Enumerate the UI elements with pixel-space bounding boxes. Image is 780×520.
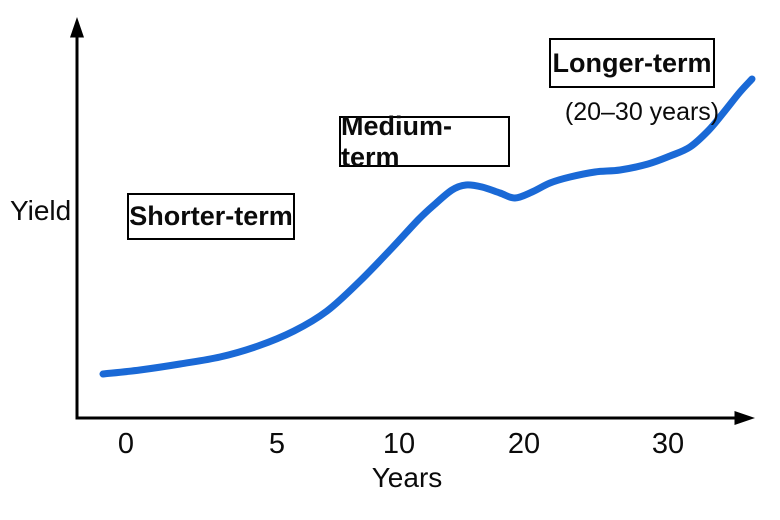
x-tick-label: 30 xyxy=(651,428,685,460)
x-tick-label: 5 xyxy=(268,428,286,460)
x-axis-label: Years xyxy=(371,462,443,493)
annotation-shorter-term: Shorter-term xyxy=(127,193,295,240)
annotation-shorter-term-label: Shorter-term xyxy=(129,201,293,231)
annotation-longer-term: Longer-term xyxy=(549,38,715,88)
annotation-longer-term-label: Longer-term xyxy=(552,47,712,78)
annotation-medium-term: Medium-term xyxy=(339,111,510,172)
x-tick-label: 0 xyxy=(117,428,135,460)
y-axis-arrowhead-icon xyxy=(70,17,84,38)
x-tick-labels: 0 5 10 20 30 xyxy=(0,430,780,462)
annotation-medium-term-label: Medium-term xyxy=(341,110,452,172)
y-axis-label: Yield xyxy=(10,195,72,226)
x-axis-arrowhead-icon xyxy=(734,411,755,425)
yield-curve-line xyxy=(99,75,756,378)
annotation-longer-term-sublabel: (20–30 years) xyxy=(564,98,720,126)
x-tick-label: 20 xyxy=(507,428,541,460)
x-tick-label: 10 xyxy=(382,428,416,460)
